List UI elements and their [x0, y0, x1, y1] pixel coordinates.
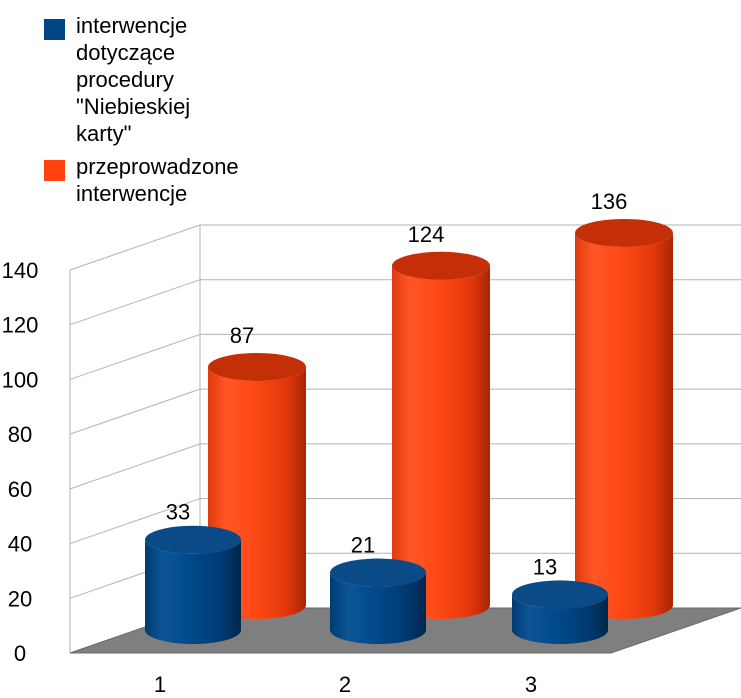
bar-orange-1-top	[392, 252, 490, 280]
y-tick-label-5: 100	[2, 367, 39, 392]
data-label-blue-0: 33	[166, 500, 190, 525]
legend-swatch-series-2	[44, 160, 65, 181]
data-label-orange-1: 124	[408, 222, 445, 247]
x-tick-label-0: 1	[154, 672, 166, 697]
data-label-orange-0: 87	[230, 323, 254, 348]
gridline-side-3	[70, 444, 200, 489]
bar-blue-0-top	[145, 526, 241, 554]
y-tick-label-3: 60	[8, 477, 32, 502]
data-label-blue-1: 21	[351, 533, 375, 558]
y-tick-label-1: 20	[8, 586, 32, 611]
bar-blue-2-top	[512, 580, 608, 608]
legend-item-series-2: przeprowadzone interwencje	[44, 153, 284, 207]
data-label-blue-2: 13	[533, 554, 557, 579]
legend-label-series-2: przeprowadzone interwencje	[76, 153, 284, 207]
gridline-side-6	[70, 280, 200, 325]
gridline-side-4	[70, 389, 200, 434]
bar-orange-2-body	[575, 233, 673, 619]
y-tick-label-2: 40	[8, 532, 32, 557]
bar-blue-1-top	[330, 559, 426, 587]
gridline-side-5	[70, 334, 200, 379]
y-tick-label-0: 0	[14, 641, 26, 666]
legend-item-series-1: interwencje dotyczące procedury "Niebies…	[44, 12, 284, 147]
bar-orange-0-top	[208, 353, 306, 381]
y-tick-label-6: 120	[2, 313, 39, 338]
y-tick-label-4: 80	[8, 422, 32, 447]
data-label-orange-2: 136	[591, 189, 628, 214]
x-tick-label-1: 2	[339, 672, 351, 697]
bar-orange-2-top	[575, 219, 673, 247]
gridline-side-7	[70, 225, 200, 270]
y-tick-label-7: 140	[2, 258, 39, 283]
legend-swatch-series-1	[44, 19, 65, 40]
legend-label-series-1: interwencje dotyczące procedury "Niebies…	[76, 12, 284, 147]
x-tick-label-2: 3	[525, 672, 537, 697]
legend: interwencje dotyczące procedury "Niebies…	[44, 12, 284, 213]
bar-blue-0-body	[145, 540, 241, 644]
